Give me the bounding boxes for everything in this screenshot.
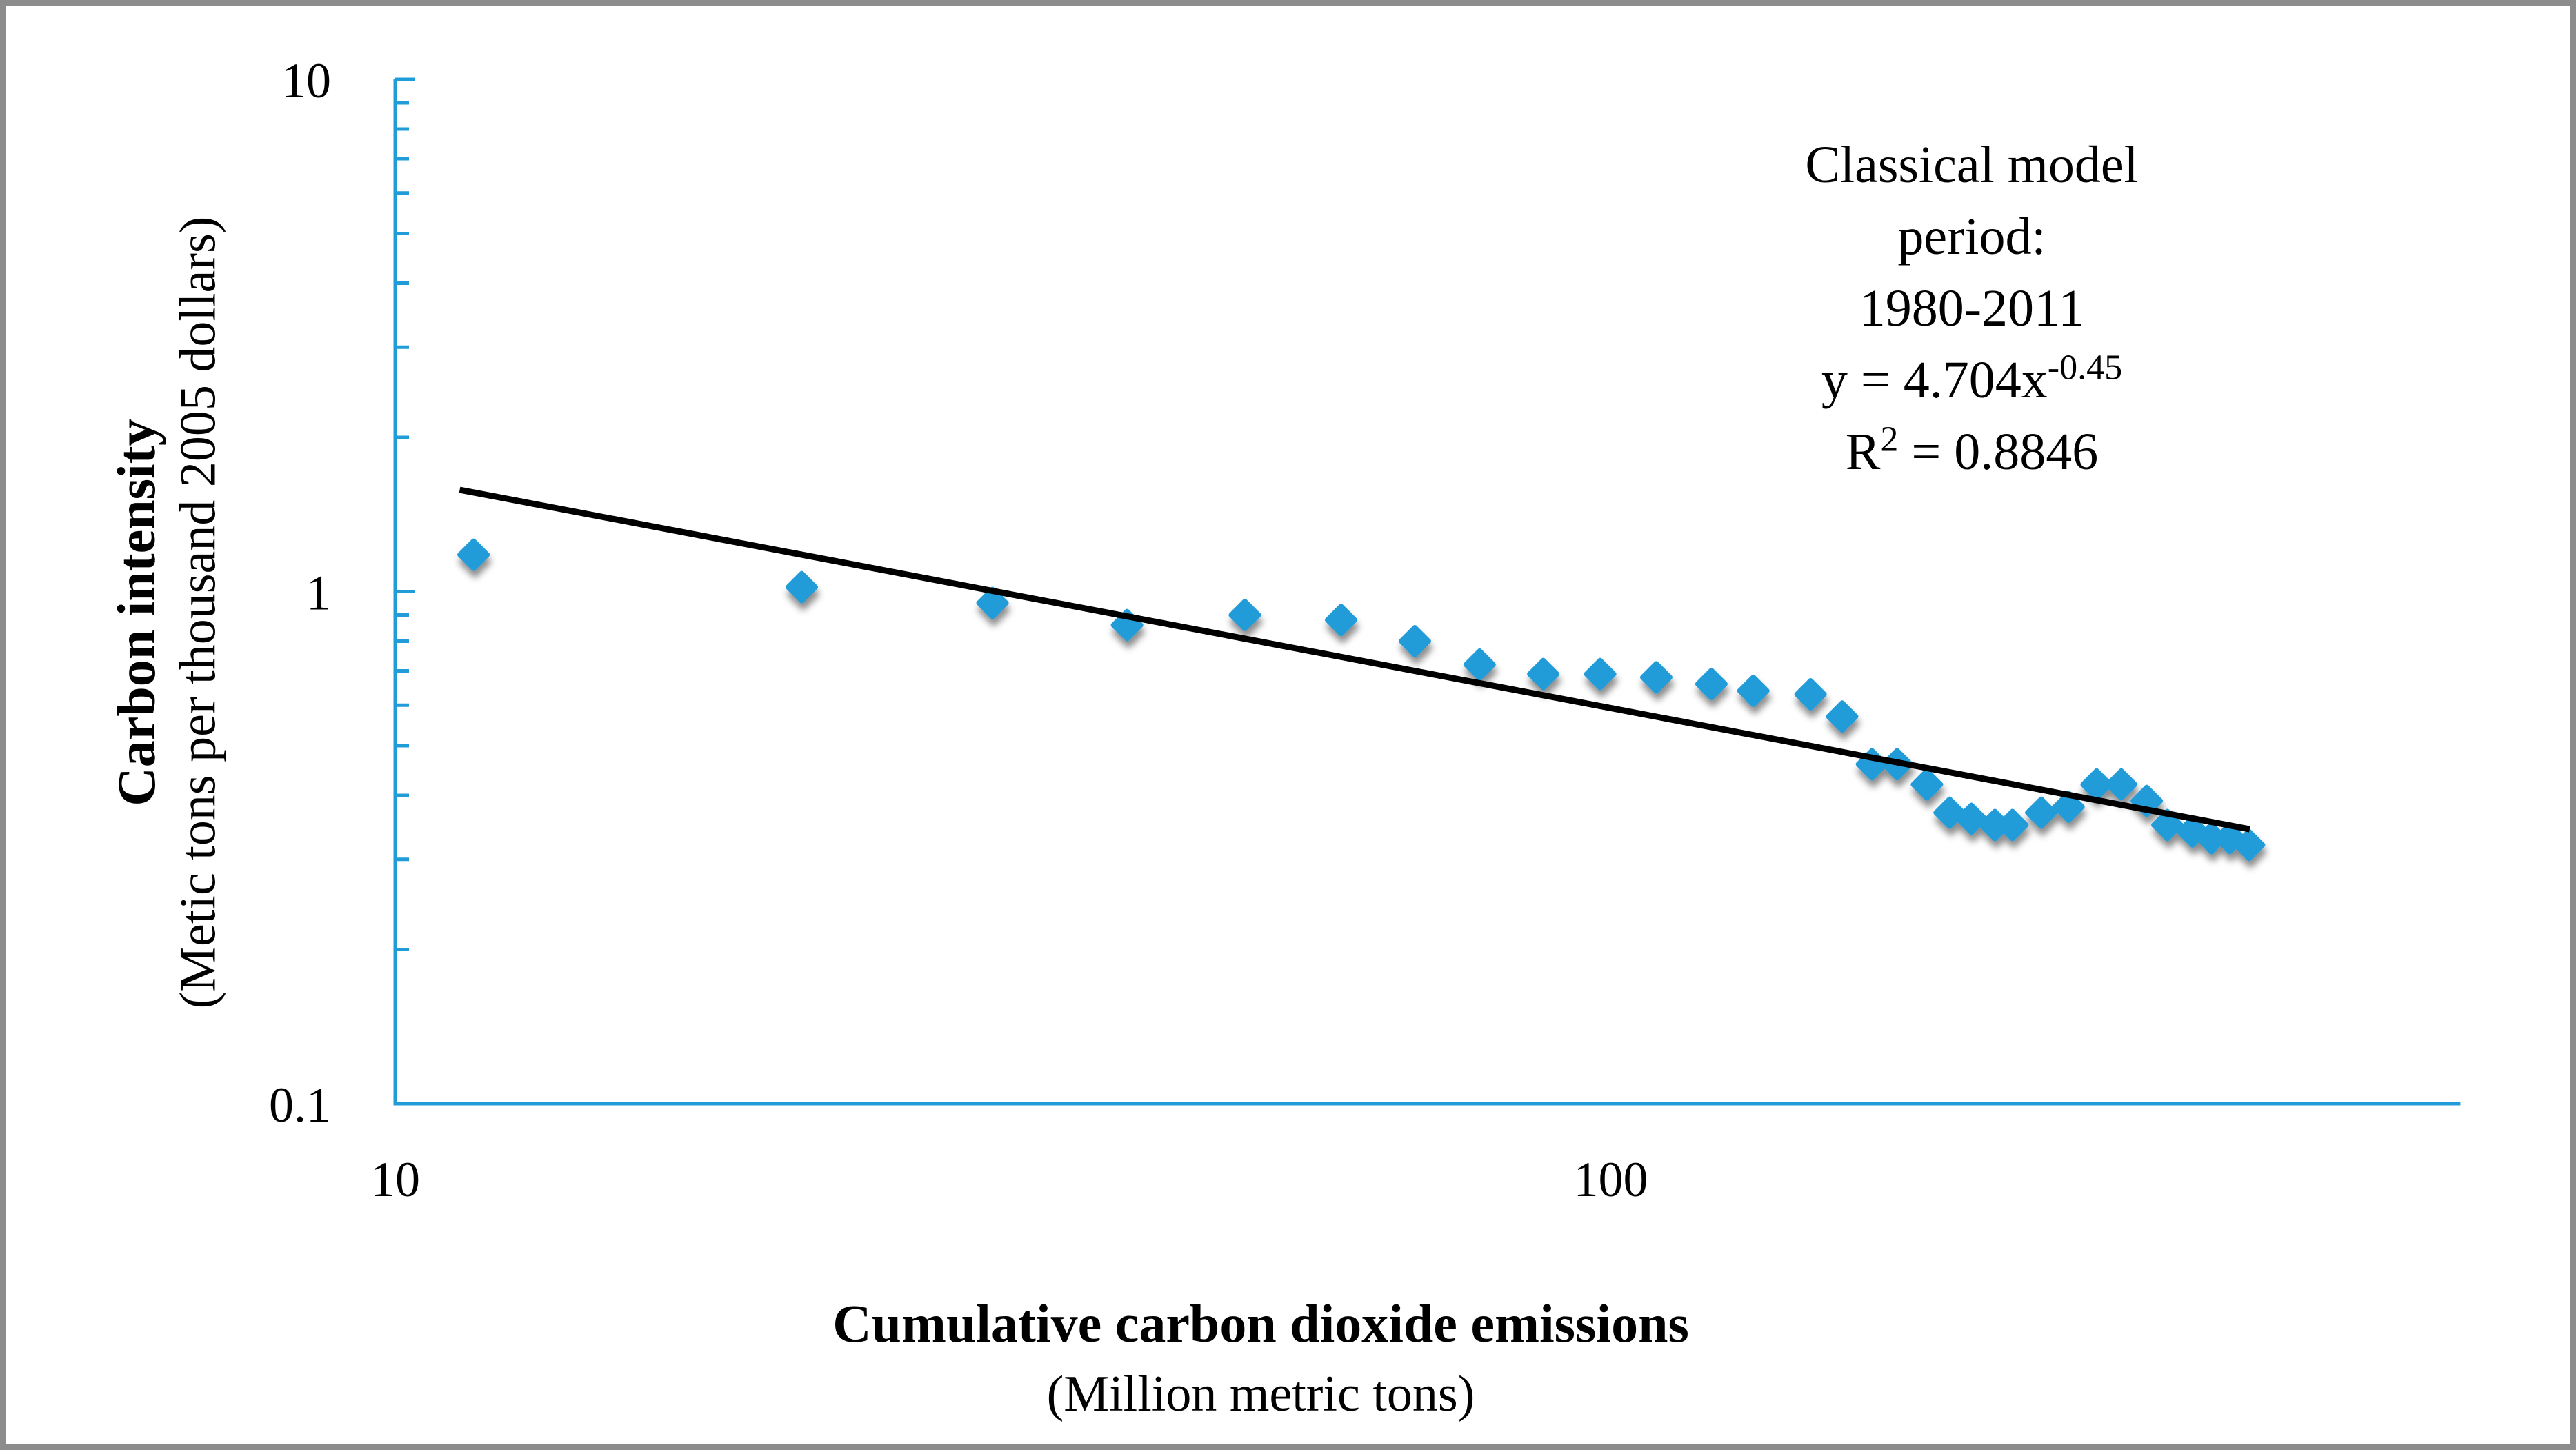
data-point-marker [2025, 796, 2058, 829]
data-point-marker [1794, 677, 1827, 711]
data-point-marker [976, 586, 1009, 619]
data-point-marker [1639, 661, 1673, 694]
scatter-plot-canvas: 10 1 0.1 10 100 [269, 53, 2461, 1207]
data-point-marker [2052, 791, 2085, 824]
data-point-marker [2105, 768, 2138, 801]
r-squared-sup: 2 [1880, 419, 1899, 459]
annotation-equation: y = 4.704x-0.45 [1821, 348, 2123, 409]
y-tick-label: 0.1 [269, 1077, 331, 1133]
data-point-marker [1324, 604, 1357, 637]
data-point-marker [1463, 648, 1496, 681]
data-point-marker [1584, 657, 1617, 691]
data-point-marker [2151, 808, 2184, 842]
data-point-marker [1996, 808, 2029, 842]
data-point-marker [1527, 657, 1560, 691]
data-point-marker [1955, 802, 1988, 835]
data-point-marker [1910, 768, 1944, 801]
annotation-period-label: period: [1897, 208, 2046, 266]
x-axis-title: Cumulative carbon dioxide emissions [832, 1293, 1689, 1353]
data-point-marker [2233, 828, 2266, 862]
trendline-annotation: Classical model period: 1980-2011 y = 4.… [1805, 129, 2138, 488]
y-axis-title: Carbon intensity [106, 419, 166, 806]
y-axis-subtitle: (Metic tons per thousand 2005 dollars) [170, 216, 227, 1009]
x-tick-label: 100 [1574, 1152, 1648, 1207]
trendline [459, 486, 2250, 833]
scatter-series [457, 538, 2266, 862]
annotation-model-name: Classical model [1805, 136, 2139, 194]
x-tick-label: 10 [370, 1152, 420, 1207]
data-point-marker [1737, 674, 1770, 707]
data-point-marker [785, 570, 818, 604]
x-axis-title-block: Cumulative carbon dioxide emissions (Mil… [832, 1289, 1689, 1429]
data-point-marker [1695, 667, 1728, 700]
annotation-r-squared: R2 = 0.8846 [1845, 419, 2099, 481]
data-point-marker [1398, 624, 1431, 657]
y-tick-label: 10 [281, 53, 331, 108]
x-axis-subtitle: (Million metric tons) [1046, 1366, 1475, 1422]
annotation-period-years: 1980-2011 [1859, 279, 2085, 337]
data-point-marker [1826, 700, 1859, 733]
equation-exponent: -0.45 [2047, 348, 2123, 388]
data-point-marker [457, 538, 490, 571]
data-point-marker [1228, 598, 1261, 631]
y-tick-label: 1 [306, 566, 331, 621]
